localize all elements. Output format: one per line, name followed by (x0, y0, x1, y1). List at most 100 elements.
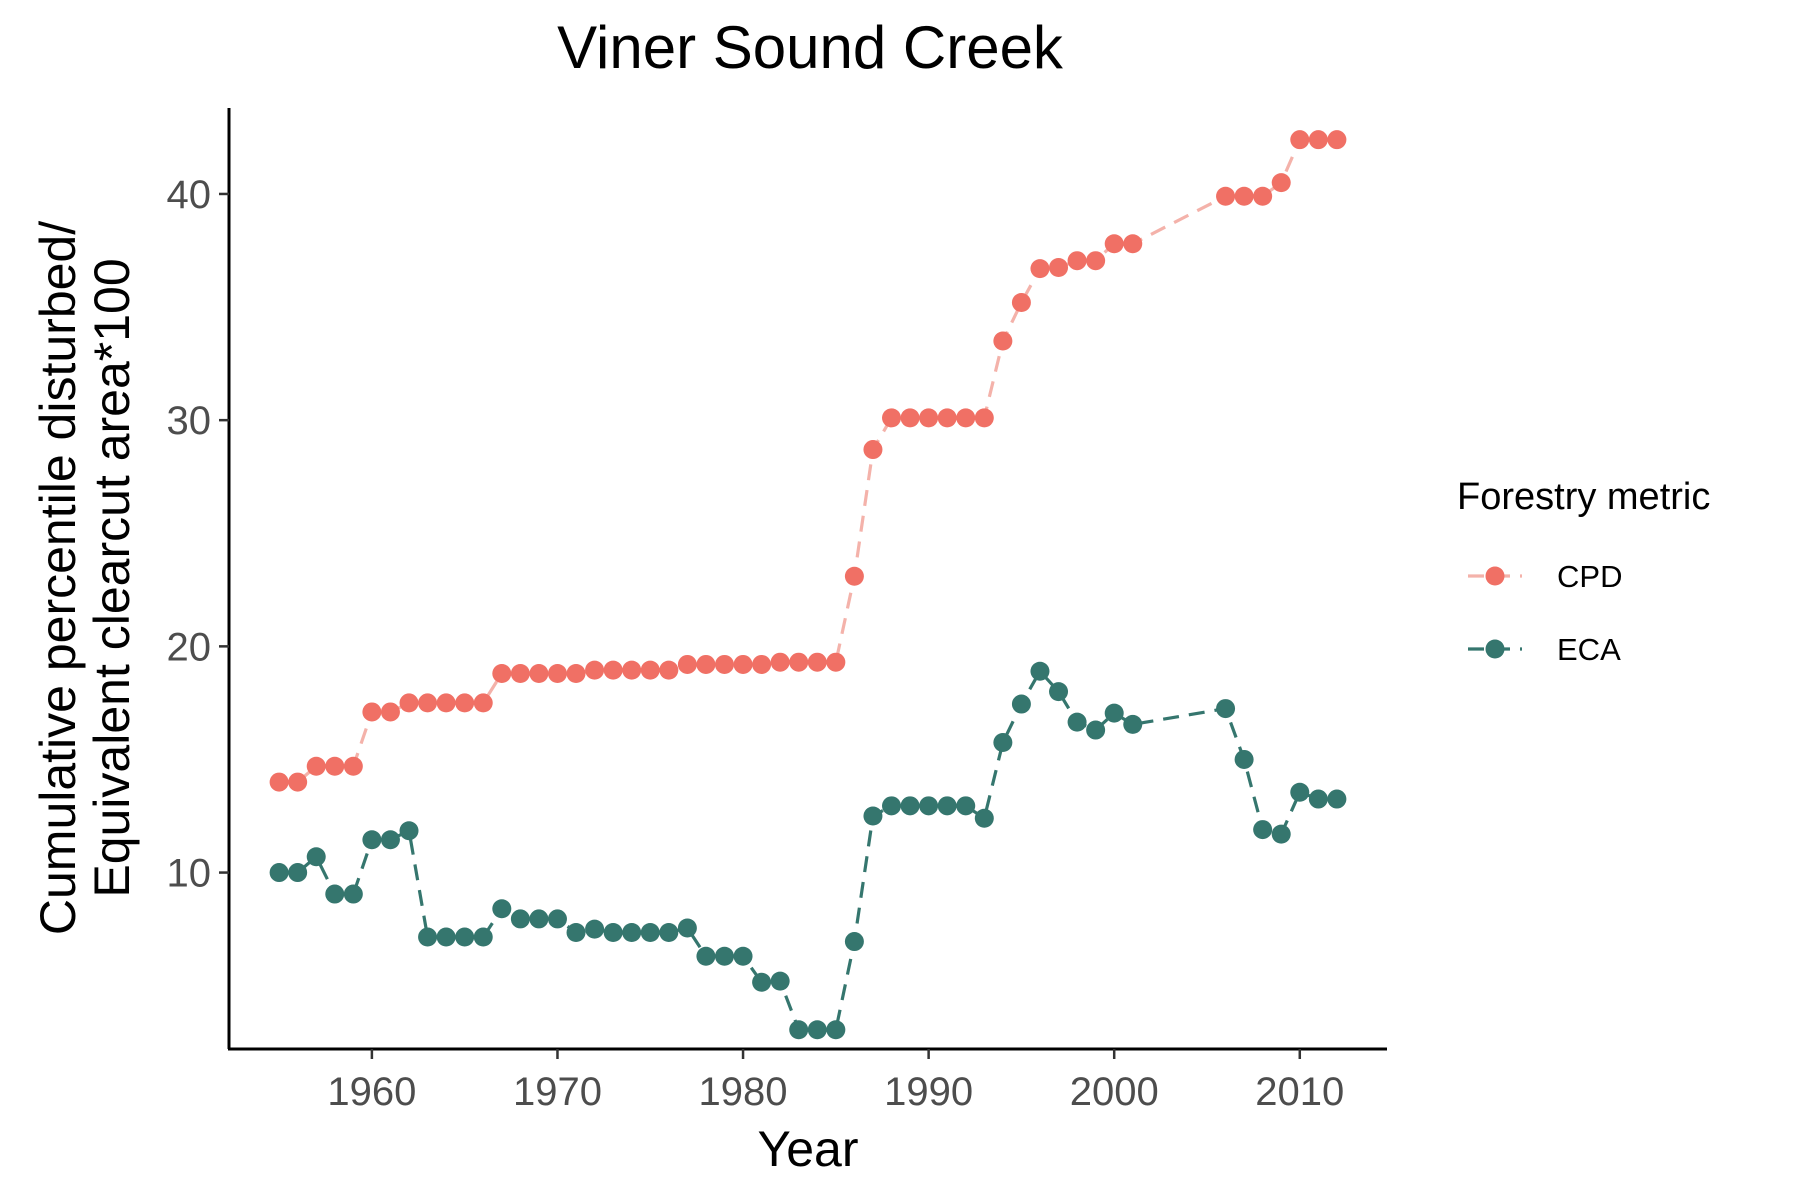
data-point-cpd (752, 654, 772, 674)
data-point-eca (492, 899, 512, 919)
data-point-eca (455, 927, 475, 947)
data-point-eca (733, 946, 753, 966)
legend-key-point (1485, 639, 1505, 659)
data-point-eca (770, 971, 790, 991)
legend-label: CPD (1557, 559, 1622, 594)
data-point-cpd (399, 693, 419, 713)
data-point-cpd (566, 664, 586, 683)
data-point-cpd (1086, 251, 1106, 271)
data-point-cpd (1271, 173, 1291, 193)
data-point-cpd (1216, 186, 1236, 206)
chart-title: Viner Sound Creek (557, 14, 1064, 81)
series-line-eca (279, 669, 1337, 1032)
data-point-cpd (362, 702, 382, 722)
data-point-eca (585, 919, 605, 939)
data-point-eca (807, 1020, 827, 1040)
data-point-cpd (380, 702, 400, 722)
data-point-cpd (993, 331, 1013, 351)
x-tick-label: 2010 (1255, 1070, 1344, 1114)
y-axis-title: Cumulative percentile disturbed/ Equival… (30, 221, 140, 935)
data-point-cpd (919, 408, 939, 428)
data-point-cpd (1308, 130, 1328, 150)
data-point-eca (937, 796, 957, 816)
data-point-cpd (1290, 130, 1310, 150)
data-point-eca (752, 972, 772, 992)
data-point-cpd (1049, 257, 1069, 277)
data-point-eca (418, 927, 438, 947)
data-point-eca (677, 918, 697, 938)
data-point-eca (974, 808, 994, 828)
data-point-eca (1234, 749, 1254, 769)
y-tick-label: 30 (167, 399, 212, 443)
data-point-eca (1216, 699, 1236, 719)
data-point-eca (1327, 789, 1347, 809)
data-point-eca (789, 1020, 809, 1040)
x-tick-label: 1990 (884, 1070, 973, 1114)
data-point-eca (1011, 694, 1031, 714)
data-point-eca (863, 806, 883, 826)
data-point-cpd (733, 654, 753, 674)
data-point-eca (1104, 703, 1124, 723)
data-point-cpd (510, 664, 530, 683)
data-point-cpd (900, 408, 920, 428)
data-point-cpd (826, 652, 846, 672)
data-point-cpd (455, 693, 475, 713)
data-point-eca (380, 830, 400, 850)
data-point-cpd (1123, 234, 1143, 254)
data-point-cpd (603, 660, 623, 680)
data-point-eca (1308, 789, 1328, 809)
data-point-eca (622, 923, 642, 943)
data-point-cpd (418, 693, 438, 713)
data-point-eca (362, 830, 382, 850)
data-point-cpd (1067, 251, 1087, 271)
series-lines (279, 138, 1337, 1032)
data-point-eca (1086, 720, 1106, 740)
legend-key-point (1485, 566, 1505, 586)
data-point-eca (919, 796, 939, 816)
data-point-eca (659, 923, 679, 943)
data-point-cpd (696, 654, 716, 674)
data-point-cpd (269, 772, 289, 792)
legend: Forestry metric CPD ECA (1457, 476, 1710, 667)
data-point-cpd (1253, 186, 1273, 206)
data-point-cpd (659, 660, 679, 680)
data-point-cpd (622, 660, 642, 680)
legend-title: Forestry metric (1457, 476, 1710, 518)
x-axis-title: Year (757, 1121, 858, 1177)
x-tick-label: 1970 (513, 1070, 602, 1114)
y-axis-title-line-1: Cumulative percentile disturbed/ (30, 221, 86, 935)
data-point-eca (844, 932, 864, 952)
legend-item-eca: ECA (1468, 632, 1621, 667)
data-point-cpd (585, 660, 605, 680)
data-point-cpd (288, 772, 308, 792)
data-point-eca (436, 927, 456, 947)
series-line-cpd (279, 138, 1337, 784)
x-tick-label: 1980 (699, 1070, 788, 1114)
data-point-cpd (844, 566, 864, 586)
data-point-cpd (547, 664, 567, 683)
data-point-cpd (343, 756, 363, 776)
data-point-cpd (882, 408, 902, 428)
data-point-eca (288, 863, 308, 883)
legend-label: ECA (1557, 632, 1621, 667)
data-point-eca (510, 909, 530, 929)
data-point-eca (956, 796, 976, 816)
data-point-cpd (1030, 259, 1050, 279)
data-point-eca (399, 821, 419, 841)
data-point-eca (603, 923, 623, 943)
data-point-cpd (937, 408, 957, 428)
data-point-cpd (974, 408, 994, 428)
data-point-eca (1030, 661, 1050, 681)
data-point-eca (306, 847, 326, 867)
data-point-cpd (807, 652, 827, 672)
data-point-cpd (1234, 186, 1254, 206)
data-point-eca (1290, 782, 1310, 802)
data-point-eca (1123, 714, 1143, 734)
data-point-cpd (770, 652, 790, 672)
x-ticks: 1960 1970 1980 1990 2000 2010 (327, 1049, 1344, 1114)
data-point-cpd (529, 664, 549, 683)
data-point-eca (269, 863, 289, 883)
